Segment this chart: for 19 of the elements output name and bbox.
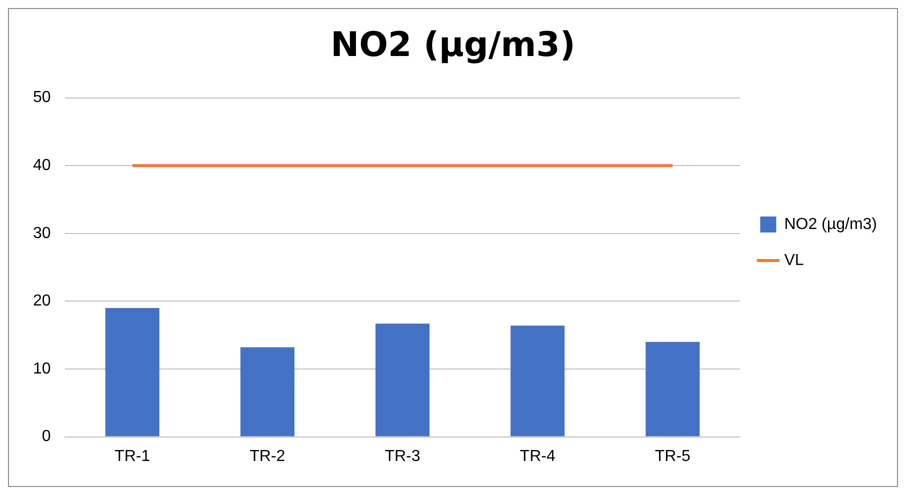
bar <box>105 308 160 436</box>
y-tick-label: 10 <box>33 360 51 378</box>
legend-label: VL <box>784 252 804 269</box>
y-tick-label: 40 <box>33 157 51 174</box>
y-tick-label: 0 <box>42 428 51 446</box>
bar <box>375 324 430 436</box>
bar <box>510 326 565 436</box>
x-tick-label: TR-5 <box>654 448 691 465</box>
y-tick-label: 50 <box>33 89 51 106</box>
bar <box>240 347 294 436</box>
x-tick-label: TR-1 <box>114 448 150 465</box>
x-tick-label: TR-2 <box>250 448 286 465</box>
legend-label: NO2 (µg/m3) <box>784 216 878 233</box>
x-tick-label: TR-3 <box>384 448 420 465</box>
y-tick-label: 20 <box>33 292 51 310</box>
chart-title: NO2 (µg/m3) <box>330 25 576 66</box>
bar <box>646 342 700 436</box>
x-tick-label: TR-4 <box>520 448 556 465</box>
y-tick-label: 30 <box>33 224 51 242</box>
